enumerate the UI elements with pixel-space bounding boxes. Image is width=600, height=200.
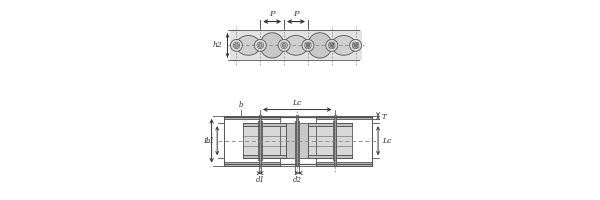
Circle shape <box>353 43 358 47</box>
Circle shape <box>330 43 334 47</box>
Circle shape <box>278 39 290 51</box>
Text: Lc: Lc <box>382 137 391 145</box>
Bar <box>334 115 335 166</box>
Bar <box>333 121 336 160</box>
Bar <box>296 115 298 166</box>
Bar <box>286 123 308 158</box>
Bar <box>258 121 262 123</box>
Bar <box>333 158 336 160</box>
Circle shape <box>329 42 335 49</box>
Ellipse shape <box>308 33 332 58</box>
Text: Lc: Lc <box>293 99 302 107</box>
Ellipse shape <box>284 36 308 55</box>
Circle shape <box>350 39 362 51</box>
Text: P: P <box>269 10 275 18</box>
Bar <box>259 115 261 166</box>
Bar <box>316 116 373 119</box>
Text: d2: d2 <box>293 176 302 184</box>
Bar <box>295 158 299 160</box>
Ellipse shape <box>236 36 260 55</box>
Circle shape <box>305 42 311 49</box>
Bar <box>295 121 299 123</box>
Text: d1: d1 <box>256 176 265 184</box>
Bar <box>308 123 352 158</box>
Text: b: b <box>238 101 243 109</box>
Bar <box>243 155 286 158</box>
Circle shape <box>302 39 314 51</box>
Ellipse shape <box>332 36 356 55</box>
Ellipse shape <box>260 33 284 58</box>
Circle shape <box>326 39 338 51</box>
Circle shape <box>233 42 240 49</box>
Text: L: L <box>203 137 208 145</box>
Text: P: P <box>293 10 299 18</box>
Bar <box>230 30 362 60</box>
Bar <box>224 162 280 166</box>
Bar <box>333 121 336 123</box>
Bar <box>258 121 262 160</box>
Bar <box>243 123 286 158</box>
Circle shape <box>282 43 286 47</box>
Circle shape <box>257 42 263 49</box>
Bar <box>308 155 352 158</box>
Circle shape <box>258 43 262 47</box>
Text: h2: h2 <box>212 41 222 49</box>
Bar <box>316 162 373 166</box>
Circle shape <box>254 39 266 51</box>
Text: T: T <box>382 113 386 121</box>
Circle shape <box>235 43 238 47</box>
Bar <box>258 158 262 160</box>
Bar <box>243 123 286 126</box>
Text: b1: b1 <box>206 137 215 145</box>
Circle shape <box>352 42 359 49</box>
Circle shape <box>281 42 287 49</box>
Bar <box>224 116 280 119</box>
Circle shape <box>230 39 242 51</box>
Bar <box>295 121 299 160</box>
Circle shape <box>306 43 310 47</box>
Bar <box>308 123 352 126</box>
